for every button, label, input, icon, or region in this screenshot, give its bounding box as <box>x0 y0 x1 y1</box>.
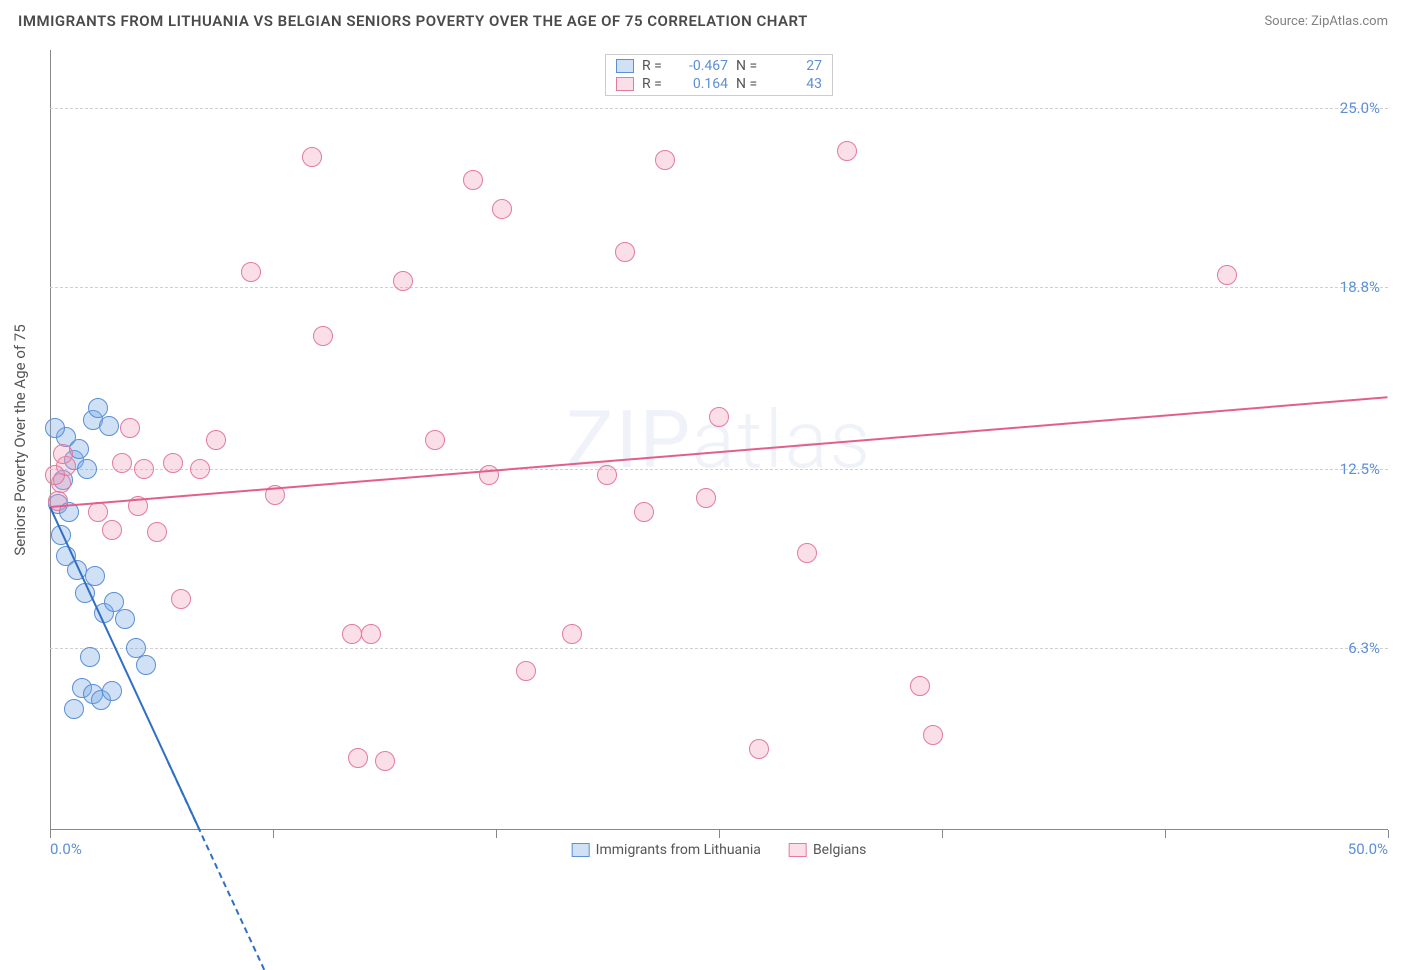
data-point <box>492 199 512 219</box>
y-tick-label: 25.0% <box>1340 99 1380 117</box>
data-point <box>348 748 368 768</box>
data-point <box>655 150 675 170</box>
gridline <box>50 287 1388 288</box>
legend-item-belgians: Belgians <box>789 842 866 858</box>
source-name: ZipAtlas.com <box>1311 14 1388 29</box>
legend-label: Belgians <box>813 842 866 858</box>
data-point <box>709 407 729 427</box>
data-point <box>562 624 582 644</box>
x-tick-label: 0.0% <box>50 840 82 858</box>
chart-title: IMMIGRANTS FROM LITHUANIA VS BELGIAN SEN… <box>18 12 808 30</box>
legend-r-label: R = <box>642 76 670 92</box>
data-point <box>361 624 381 644</box>
data-point <box>99 416 119 436</box>
legend-row: R = -0.467 N = 27 <box>606 57 832 75</box>
data-point <box>241 262 261 282</box>
data-point <box>634 502 654 522</box>
x-tick <box>1388 830 1389 838</box>
data-point <box>102 520 122 540</box>
gridline <box>50 469 1388 470</box>
y-axis-title: Seniors Poverty Over the Age of 75 <box>11 324 29 555</box>
chart-area: ZIPatlas Seniors Poverty Over the Age of… <box>50 50 1388 830</box>
data-point <box>797 543 817 563</box>
y-axis-line <box>50 50 51 830</box>
legend-n-value: 27 <box>772 58 822 74</box>
legend-label: Immigrants from Lithuania <box>596 842 761 858</box>
data-point <box>463 170 483 190</box>
data-point <box>923 725 943 745</box>
data-point <box>393 271 413 291</box>
data-point <box>749 739 769 759</box>
data-point <box>80 647 100 667</box>
data-point <box>479 465 499 485</box>
data-point <box>77 459 97 479</box>
legend-n-label: N = <box>736 76 764 92</box>
legend-item-lithuania: Immigrants from Lithuania <box>572 842 761 858</box>
y-tick-label: 18.8% <box>1340 278 1380 296</box>
data-point <box>425 430 445 450</box>
data-point <box>85 566 105 586</box>
data-point <box>136 655 156 675</box>
data-point <box>147 522 167 542</box>
legend-swatch-lithuania <box>572 843 590 857</box>
data-point <box>120 418 140 438</box>
legend-r-value: -0.467 <box>678 58 728 74</box>
legend-r-value: 0.164 <box>678 76 728 92</box>
legend-r-label: R = <box>642 58 670 74</box>
data-point <box>615 242 635 262</box>
gridline <box>50 108 1388 109</box>
x-tick <box>719 830 720 838</box>
data-point <box>1217 265 1237 285</box>
source-label: Source: <box>1264 14 1307 29</box>
data-point <box>171 589 191 609</box>
series-legend: Immigrants from Lithuania Belgians <box>572 842 867 858</box>
legend-row: R = 0.164 N = 43 <box>606 75 832 93</box>
data-point <box>134 459 154 479</box>
x-tick <box>50 830 51 838</box>
data-point <box>910 676 930 696</box>
data-point <box>45 465 65 485</box>
legend-n-value: 43 <box>772 76 822 92</box>
x-tick <box>1165 830 1166 838</box>
data-point <box>206 430 226 450</box>
y-tick-label: 12.5% <box>1340 460 1380 478</box>
legend-swatch-belgians <box>616 77 634 91</box>
data-point <box>375 751 395 771</box>
data-point <box>115 609 135 629</box>
y-tick-label: 6.3% <box>1348 639 1380 657</box>
x-tick <box>496 830 497 838</box>
x-tick <box>273 830 274 838</box>
data-point <box>516 661 536 681</box>
source-attribution: Source: ZipAtlas.com <box>1264 14 1388 29</box>
legend-n-label: N = <box>736 58 764 74</box>
x-tick <box>942 830 943 838</box>
data-point <box>102 681 122 701</box>
data-point <box>342 624 362 644</box>
data-point <box>163 453 183 473</box>
watermark-zip: ZIP <box>566 393 692 487</box>
data-point <box>53 444 73 464</box>
data-point <box>88 502 108 522</box>
x-tick-label: 50.0% <box>1348 840 1388 858</box>
data-point <box>190 459 210 479</box>
data-point <box>302 147 322 167</box>
header: IMMIGRANTS FROM LITHUANIA VS BELGIAN SEN… <box>0 0 1406 34</box>
scatter-plot: ZIPatlas Seniors Poverty Over the Age of… <box>50 50 1388 830</box>
correlation-legend: R = -0.467 N = 27 R = 0.164 N = 43 <box>605 54 833 96</box>
trendline-lithuania-extension <box>167 761 265 970</box>
data-point <box>45 418 65 438</box>
data-point <box>313 326 333 346</box>
data-point <box>597 465 617 485</box>
data-point <box>64 699 84 719</box>
data-point <box>112 453 132 473</box>
data-point <box>696 488 716 508</box>
gridline <box>50 648 1388 649</box>
legend-swatch-lithuania <box>616 59 634 73</box>
legend-swatch-belgians <box>789 843 807 857</box>
data-point <box>837 141 857 161</box>
